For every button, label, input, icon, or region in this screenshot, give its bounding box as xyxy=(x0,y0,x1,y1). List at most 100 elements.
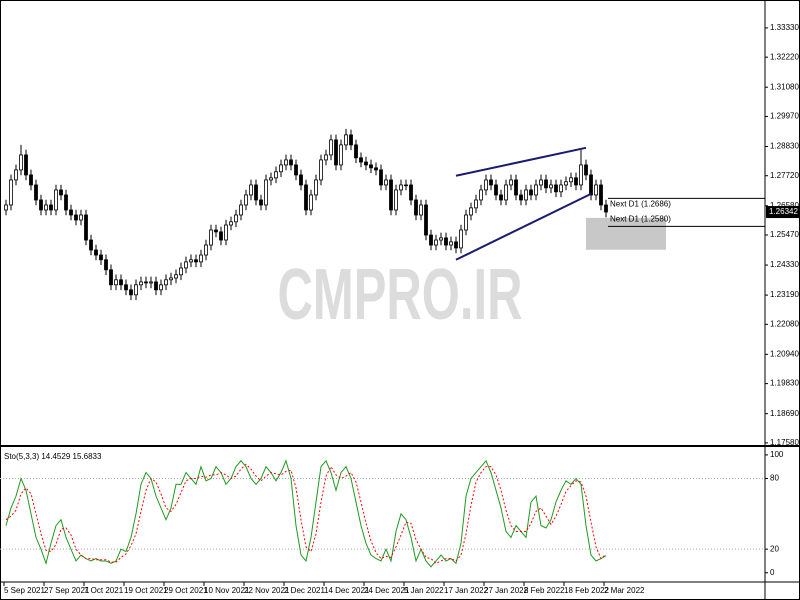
candle-body xyxy=(99,254,103,261)
candle-body xyxy=(229,221,233,226)
x-tick-label: 2 Dec 2021 xyxy=(284,586,325,595)
candle-body xyxy=(114,279,118,286)
y-tick-label: 1.27720 xyxy=(770,171,799,180)
y-tick-label: 1.23190 xyxy=(770,290,799,299)
candle-body xyxy=(44,204,48,211)
x-tick-label: 10 Nov 2021 xyxy=(204,586,250,595)
candle-body xyxy=(469,207,473,216)
x-tick-label: 27 Sep 2021 xyxy=(44,586,90,595)
candle-body xyxy=(249,184,253,196)
trendline xyxy=(455,193,592,261)
y-tick-label: 1.18690 xyxy=(770,409,799,418)
candle-body xyxy=(149,281,153,284)
candle-body xyxy=(384,179,388,186)
candle-body xyxy=(434,239,438,246)
candle-body xyxy=(539,179,543,186)
candle-body xyxy=(69,209,73,216)
candle-body xyxy=(184,261,188,269)
candle-body xyxy=(129,289,133,296)
candle-body xyxy=(144,281,148,284)
candle-body xyxy=(579,164,583,186)
candle-body xyxy=(204,244,208,256)
candle-body xyxy=(29,174,33,186)
candle-body xyxy=(474,199,478,209)
candle-body xyxy=(584,164,588,176)
x-tick-label: 22 Nov 2021 xyxy=(244,586,290,595)
y-tick-label: 20 xyxy=(770,544,779,553)
x-tick-label: 7 Oct 2021 xyxy=(84,586,124,595)
candle-body xyxy=(389,179,393,211)
candle-body xyxy=(59,189,63,196)
candle-body xyxy=(304,184,308,211)
candle-body xyxy=(589,174,593,196)
x-tick-label: 29 Oct 2021 xyxy=(164,586,208,595)
candle-body xyxy=(244,194,248,206)
candle-body xyxy=(349,134,353,146)
candle-body xyxy=(424,204,428,236)
candle-body xyxy=(294,164,298,176)
candle-body xyxy=(289,159,293,166)
candle-body xyxy=(4,204,8,211)
watermark: CMPRO.IR xyxy=(278,255,523,335)
candle-body xyxy=(239,204,243,216)
candle-body xyxy=(124,284,128,291)
candle-body xyxy=(254,184,258,201)
x-tick-label: 17 Jan 2022 xyxy=(444,586,489,595)
candle-body xyxy=(264,179,268,206)
candle-body xyxy=(514,179,518,196)
candle-body xyxy=(169,277,173,281)
candle-body xyxy=(549,184,553,189)
last-price-box xyxy=(766,206,799,219)
candle-body xyxy=(159,284,163,291)
y-tick-label: 1.29970 xyxy=(770,112,799,121)
candle-body xyxy=(594,184,598,196)
y-tick-label: 80 xyxy=(770,474,779,483)
candle-body xyxy=(24,154,28,176)
candle-body xyxy=(324,154,328,161)
candle-body xyxy=(269,177,273,181)
candle-body xyxy=(259,199,263,206)
candle-body xyxy=(524,189,528,201)
candle-body xyxy=(484,179,488,191)
candle-body xyxy=(494,184,498,196)
candle-body xyxy=(519,194,523,201)
candle-body xyxy=(84,214,88,241)
candle-body xyxy=(444,237,448,246)
candle-body xyxy=(504,184,508,201)
candle-body xyxy=(339,144,343,166)
candle-body xyxy=(419,204,423,216)
candle-body xyxy=(64,194,68,211)
y-tick-label: 1.31080 xyxy=(770,82,799,91)
candle-body xyxy=(284,159,288,166)
candle-body xyxy=(599,184,603,206)
candle-body xyxy=(454,241,458,249)
candle-body xyxy=(234,214,238,223)
candle-body xyxy=(394,189,398,211)
candle-body xyxy=(559,184,563,193)
candle-body xyxy=(479,189,483,201)
candle-body xyxy=(464,214,468,231)
y-tick-label: 1.28830 xyxy=(770,142,799,151)
candle-body xyxy=(404,184,408,187)
candle-body xyxy=(569,177,573,183)
candle-body xyxy=(74,214,78,221)
x-tick-label: 8 Feb 2022 xyxy=(524,586,565,595)
candle-body xyxy=(94,249,98,256)
x-tick-label: 2 Mar 2022 xyxy=(604,586,645,595)
candle-body xyxy=(9,179,13,206)
candle-body xyxy=(354,144,358,159)
candle-body xyxy=(19,154,23,171)
candle-body xyxy=(49,204,53,211)
y-tick-label: 1.25470 xyxy=(770,230,799,239)
candle-body xyxy=(279,164,283,173)
candle-body xyxy=(459,229,463,249)
candle-body xyxy=(34,184,38,201)
candle-body xyxy=(374,167,378,171)
x-tick-label: 24 Dec 2021 xyxy=(364,586,410,595)
candle-body xyxy=(189,259,193,263)
candle-body xyxy=(314,179,318,196)
hline-label: Next D1 (1.2686) xyxy=(610,199,671,208)
candle-body xyxy=(199,254,203,263)
